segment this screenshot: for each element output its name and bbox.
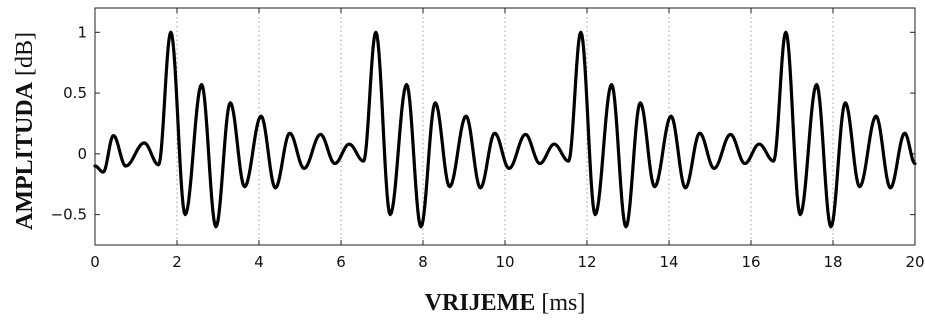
x-tick-label: 14 bbox=[659, 253, 678, 271]
y-tick-label: 0.5 bbox=[63, 84, 87, 102]
x-axis-title: VRIJEME [ms] bbox=[425, 290, 586, 316]
y-tick-label: 1 bbox=[77, 23, 87, 41]
plot-frame bbox=[94, 7, 916, 246]
waveform-line bbox=[93, 30, 917, 229]
y-axis-title: AMPLITUDA [dB] bbox=[12, 32, 38, 230]
x-axis-title-main: VRIJEME bbox=[425, 290, 536, 316]
x-axis-ticks: 0 2 4 6 8 10 12 14 16 18 20 bbox=[90, 8, 925, 271]
x-tick-label: 2 bbox=[172, 253, 182, 271]
x-tick-label: 16 bbox=[741, 253, 760, 271]
x-tick-label: 8 bbox=[418, 253, 428, 271]
y-axis-ticks: 1 0.5 0 −0.5 bbox=[51, 23, 915, 224]
y-axis-title-main: AMPLITUDA bbox=[12, 81, 38, 230]
x-axis-title-unit: [ms] bbox=[541, 290, 585, 316]
y-tick-label: −0.5 bbox=[51, 206, 87, 224]
x-tick-label: 20 bbox=[905, 253, 924, 271]
y-tick-label: 0 bbox=[77, 145, 87, 163]
x-tick-label: 10 bbox=[495, 253, 514, 271]
x-tick-label: 0 bbox=[90, 253, 100, 271]
y-axis-title-unit: [dB] bbox=[12, 32, 38, 76]
x-tick-label: 4 bbox=[254, 253, 264, 271]
x-tick-label: 12 bbox=[577, 253, 596, 271]
x-tick-label: 6 bbox=[336, 253, 346, 271]
x-tick-label: 18 bbox=[823, 253, 842, 271]
